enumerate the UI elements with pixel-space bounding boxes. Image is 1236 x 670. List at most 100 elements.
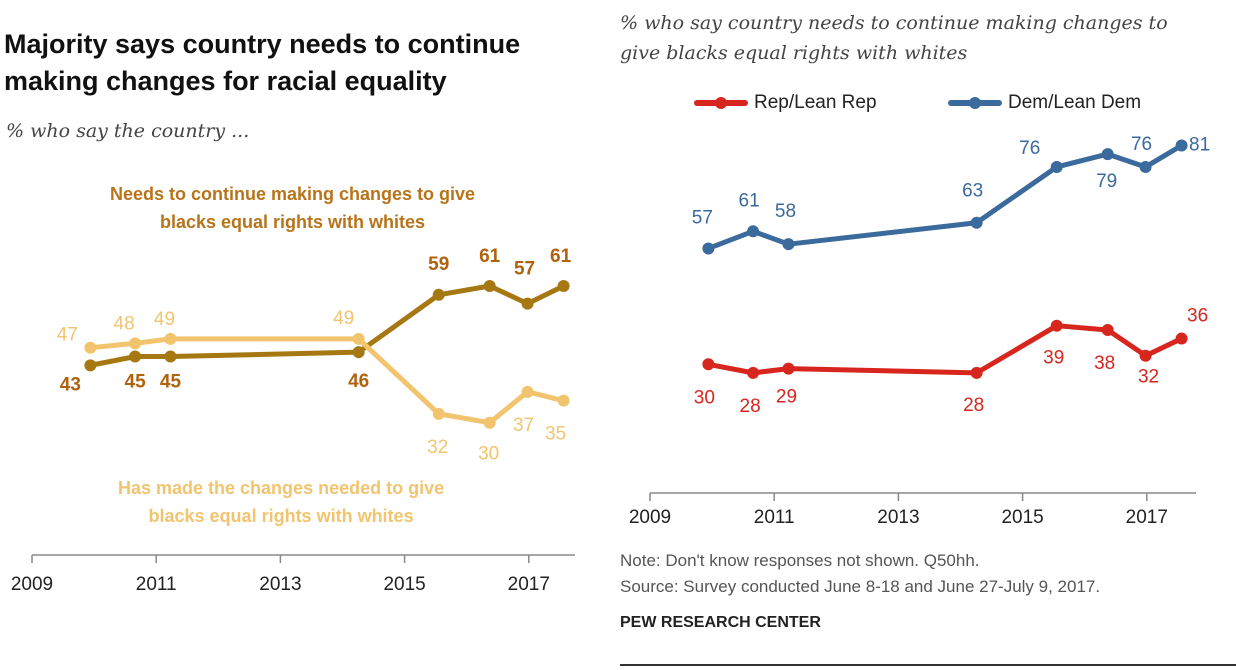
chart-title: Majority says country needs to continue … <box>4 26 520 100</box>
x-tick-label: 2017 <box>1126 507 1168 528</box>
title-line: making changes for racial equality <box>4 66 447 96</box>
data-point <box>84 359 97 372</box>
data-point <box>1139 160 1152 173</box>
data-point <box>702 358 715 371</box>
data-point <box>129 337 142 350</box>
x-tick-label: 2017 <box>508 574 550 595</box>
data-label: 61 <box>479 246 501 267</box>
data-label: 49 <box>333 308 354 329</box>
legend-swatch-dem <box>948 97 1002 109</box>
series-label-needs-changes: Needs to continue making changes to give… <box>110 180 475 236</box>
data-label: 59 <box>428 254 449 275</box>
x-tick-label: 2015 <box>383 574 425 595</box>
data-point <box>521 297 534 310</box>
data-label: 49 <box>154 309 175 330</box>
data-point <box>782 362 795 375</box>
legend-swatch-rep <box>694 97 748 109</box>
brand: PEW RESEARCH CENTER <box>620 614 821 631</box>
data-label: 48 <box>114 313 135 334</box>
legend-dem: Dem/Lean Dem <box>948 92 1141 114</box>
data-point <box>432 407 445 420</box>
right-subtitle: % who say country needs to continue maki… <box>620 8 1168 68</box>
data-label: 36 <box>1187 306 1208 327</box>
data-label: 61 <box>739 190 760 211</box>
label-line: blacks equal rights with whites <box>160 212 426 232</box>
subtitle-line: give blacks equal rights with whites <box>620 42 968 64</box>
data-point <box>1050 319 1063 332</box>
data-label: 45 <box>160 372 182 393</box>
data-point <box>521 385 534 398</box>
title-line: Majority says country needs to continue <box>4 29 521 59</box>
label-line: Needs to continue making changes to give <box>110 184 476 204</box>
data-label: 30 <box>478 444 499 465</box>
legend-label: Rep/Lean Rep <box>754 92 877 113</box>
data-point <box>1050 160 1063 173</box>
data-label: 35 <box>545 424 566 445</box>
data-label: 47 <box>57 325 78 346</box>
data-point <box>483 279 496 292</box>
data-point <box>747 225 760 238</box>
x-tick-label: 2015 <box>1001 507 1043 528</box>
data-point <box>1101 323 1114 336</box>
data-point <box>129 350 142 363</box>
source-text: Source: Survey conducted June 8-18 and J… <box>620 577 1101 596</box>
data-point <box>432 288 445 301</box>
x-tick-label: 2011 <box>136 574 177 595</box>
data-point <box>1139 349 1152 362</box>
data-label: 43 <box>60 374 81 395</box>
data-label: 29 <box>776 387 797 408</box>
label-line: Has made the changes needed to give <box>118 478 445 498</box>
data-point <box>557 394 570 407</box>
data-point <box>970 366 983 379</box>
x-tick-label: 2009 <box>11 574 53 595</box>
data-label: 46 <box>348 371 369 392</box>
data-point <box>352 346 365 359</box>
data-label: 28 <box>740 396 761 417</box>
x-tick-label: 2009 <box>629 507 671 528</box>
data-point <box>970 216 983 229</box>
data-label: 76 <box>1131 134 1152 155</box>
data-point <box>164 332 177 345</box>
data-label: 57 <box>514 259 535 280</box>
data-point <box>557 279 570 292</box>
data-point <box>782 238 795 251</box>
data-label: 57 <box>692 207 713 228</box>
data-label: 38 <box>1094 353 1115 374</box>
x-tick-label: 2013 <box>877 507 919 528</box>
data-label: 37 <box>513 415 534 436</box>
data-point <box>702 242 715 255</box>
label-line: blacks equal rights with whites <box>148 506 414 526</box>
data-label: 28 <box>963 395 984 416</box>
data-point <box>352 332 365 345</box>
series-line <box>707 143 1183 251</box>
data-label: 58 <box>775 201 796 222</box>
data-label: 76 <box>1019 138 1040 159</box>
data-point <box>1175 139 1188 152</box>
data-point <box>164 350 177 363</box>
legend-label: Dem/Lean Dem <box>1008 92 1142 113</box>
data-label: 32 <box>1138 367 1159 388</box>
data-point <box>747 366 760 379</box>
data-label: 63 <box>962 181 983 202</box>
data-label: 30 <box>694 387 715 408</box>
x-tick-label: 2013 <box>259 574 301 595</box>
data-point <box>483 416 496 429</box>
left-subtitle: % who say the country ... <box>6 120 250 142</box>
legend-rep: Rep/Lean Rep <box>694 92 877 114</box>
x-tick-label: 2011 <box>754 507 795 528</box>
data-label: 81 <box>1189 135 1210 156</box>
series-label-has-made: Has made the changes needed to give blac… <box>118 474 444 530</box>
data-label: 79 <box>1096 171 1117 192</box>
divider <box>620 664 1236 666</box>
notes: Note: Don't know responses not shown. Q5… <box>620 548 1100 600</box>
data-point <box>1101 148 1114 161</box>
data-label: 45 <box>125 372 147 393</box>
data-label: 32 <box>427 437 448 458</box>
data-label: 39 <box>1043 348 1064 369</box>
data-point <box>1175 332 1188 345</box>
subtitle-line: % who say country needs to continue maki… <box>620 12 1168 34</box>
data-label: 61 <box>550 246 572 267</box>
note-text: Note: Don't know responses not shown. Q5… <box>620 551 980 570</box>
data-point <box>84 341 97 354</box>
